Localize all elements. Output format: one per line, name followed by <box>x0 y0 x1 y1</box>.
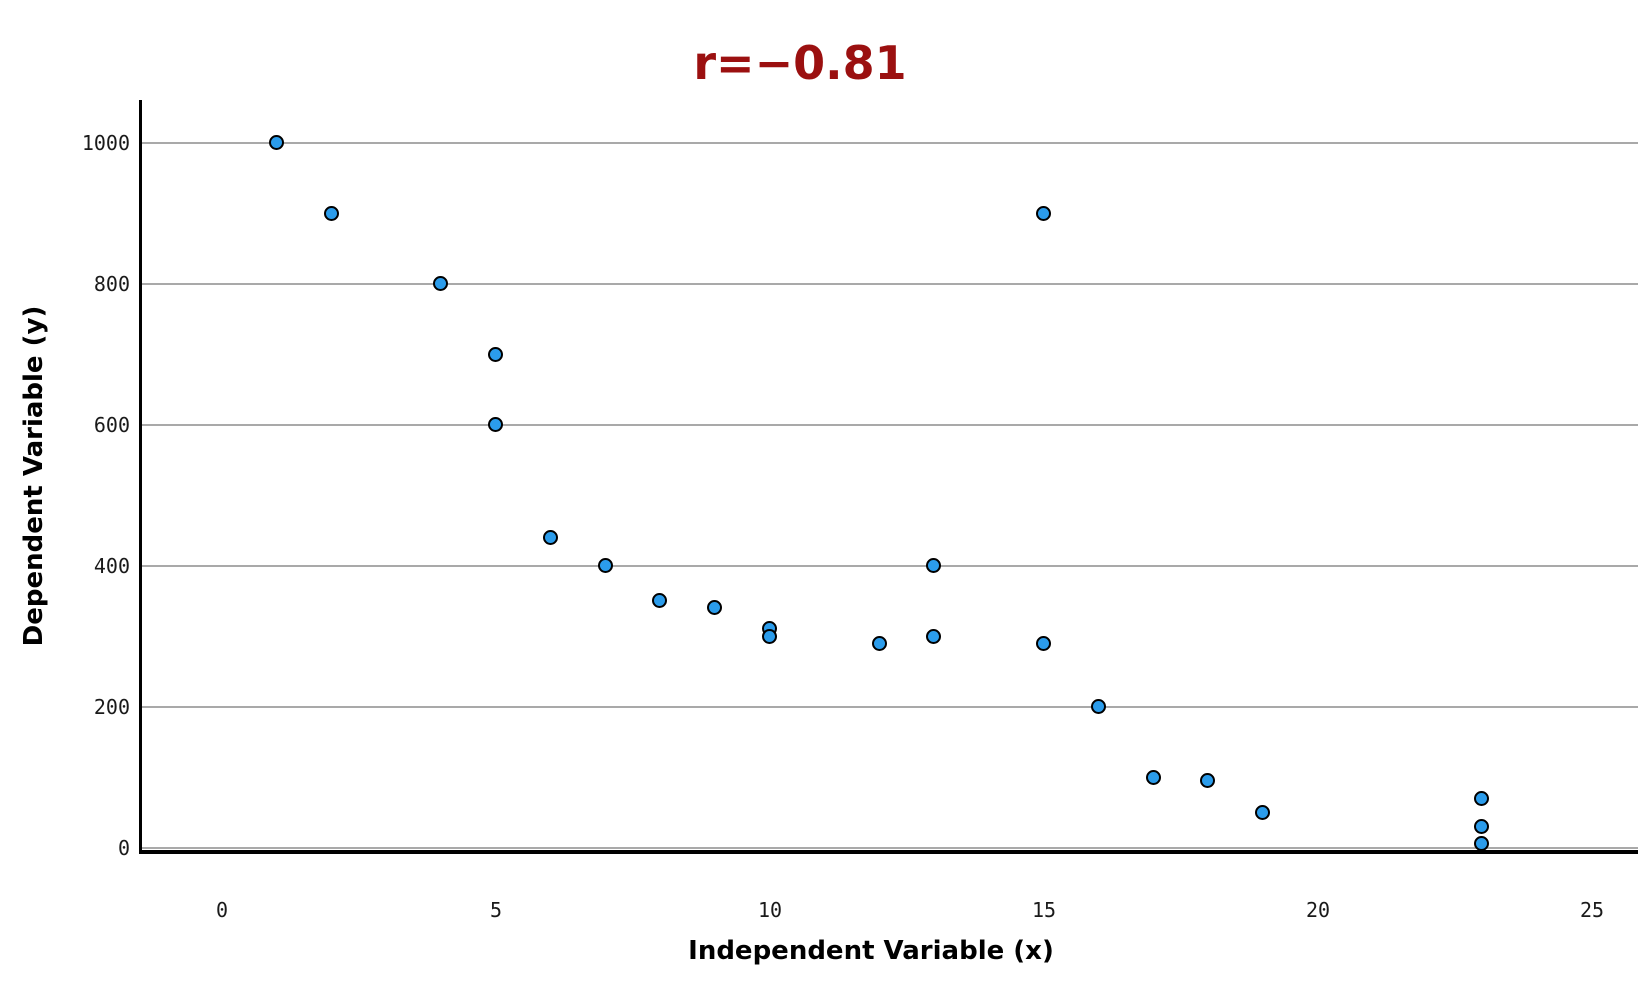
data-point-3-x5-y700 <box>488 346 503 362</box>
x-axis-line <box>139 850 1638 854</box>
x-tick-label-5: 5 <box>489 898 503 922</box>
data-point-16-x16-y200 <box>1090 699 1106 714</box>
data-point-11-x12-y290 <box>871 635 887 651</box>
data-point-20-x23-y70 <box>1474 790 1490 806</box>
data-point-12-x13-y400 <box>926 558 942 573</box>
y-tick-label-800: 800 <box>93 272 130 296</box>
data-point-0-x1-y1000 <box>268 135 284 150</box>
y-tick-label-200: 200 <box>93 695 130 719</box>
y-tick-label-1000: 1000 <box>81 131 130 155</box>
data-point-5-x6-y440 <box>542 529 558 545</box>
x-tick-label-10: 10 <box>757 898 783 922</box>
data-point-14-x15-y900 <box>1036 205 1051 221</box>
x-axis-title: Independent Variable (x) <box>688 936 1054 966</box>
gridline-y-800 <box>140 283 1638 285</box>
y-tick-label-0: 0 <box>117 836 130 860</box>
data-point-2-x4-y800 <box>433 276 449 291</box>
plot-area <box>140 100 1638 852</box>
x-tick-label-25: 25 <box>1579 898 1605 922</box>
data-point-10-x10-y300 <box>762 628 777 644</box>
data-point-21-x23-y30 <box>1474 818 1490 834</box>
x-tick-label-0: 0 <box>215 898 229 922</box>
chart-title: r=−0.81 <box>693 36 907 90</box>
gridline-y-400 <box>140 565 1638 567</box>
data-point-15-x15-y290 <box>1036 635 1051 651</box>
gridline-y-600 <box>140 424 1638 426</box>
gridline-y-0 <box>140 847 1638 849</box>
data-point-13-x13-y300 <box>926 628 942 644</box>
gridline-y-1000 <box>140 142 1638 144</box>
y-axis-title: Dependent Variable (y) <box>19 305 49 647</box>
x-tick-label-20: 20 <box>1305 898 1331 922</box>
data-point-7-x8-y350 <box>652 593 668 609</box>
y-axis-line <box>139 100 142 854</box>
data-point-4-x5-y600 <box>488 417 503 432</box>
y-tick-label-600: 600 <box>93 413 130 437</box>
y-tick-label-400: 400 <box>93 554 130 578</box>
gridline-y-200 <box>140 706 1638 708</box>
data-point-1-x2-y900 <box>323 205 339 221</box>
data-point-19-x19-y50 <box>1255 804 1271 820</box>
data-point-17-x17-y100 <box>1145 769 1161 785</box>
data-point-8-x9-y340 <box>707 600 723 616</box>
data-point-18-x18-y95 <box>1200 773 1216 789</box>
data-point-6-x7-y400 <box>597 558 613 573</box>
x-tick-label-15: 15 <box>1031 898 1057 922</box>
